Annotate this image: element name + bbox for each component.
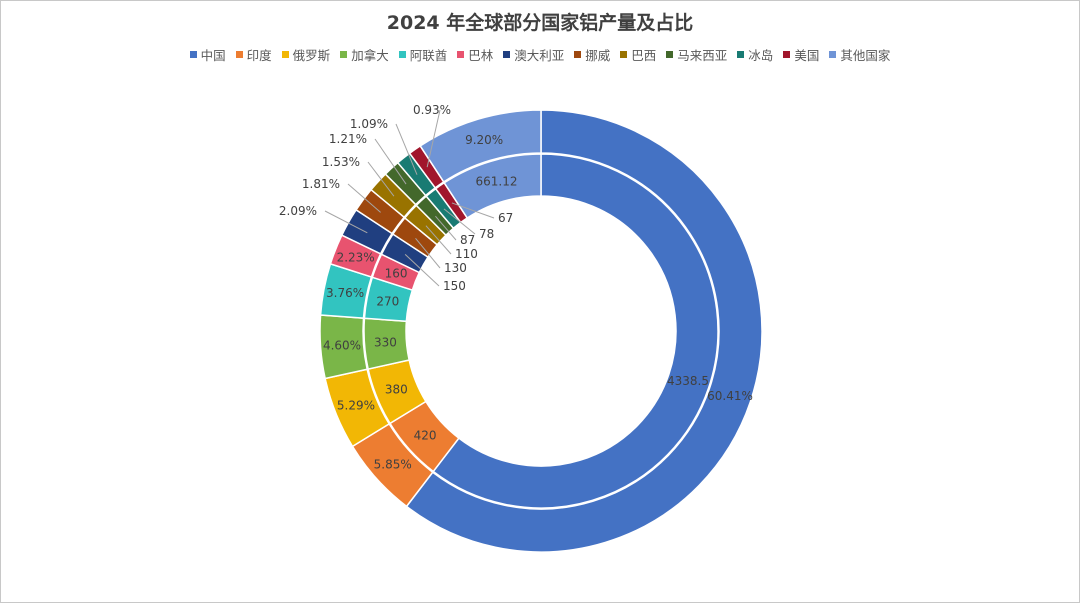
legend-swatch (235, 51, 243, 58)
legend-item: 巴林 (457, 45, 493, 64)
wedges (319, 109, 763, 553)
legend-swatch (340, 51, 348, 58)
legend-item: 挪威 (574, 45, 610, 64)
leader-line (435, 215, 457, 241)
outer-data-label: 3.76% (326, 286, 364, 300)
legend-label: 巴林 (468, 48, 494, 63)
legend-item: 俄罗斯 (281, 45, 331, 64)
outer-data-label: 1.09% (350, 117, 388, 131)
inner-data-label: 78 (479, 227, 494, 241)
legend-label: 印度 (246, 48, 272, 63)
legend-item: 冰岛 (737, 45, 773, 64)
outer-data-label: 9.20% (465, 133, 503, 147)
inner-data-label: 661.12 (476, 174, 518, 188)
chart-title: 2024 年全球部分国家铝产量及占比 (386, 12, 694, 34)
outer-data-label: 4.60% (323, 338, 361, 352)
leader-line (374, 138, 407, 185)
inner-data-label: 380 (385, 382, 408, 396)
legend-label: 巴西 (631, 48, 657, 63)
outer-ring-wedge (419, 109, 542, 183)
legend-swatch (398, 51, 406, 58)
legend-swatch (829, 51, 837, 58)
legend-swatch (620, 51, 628, 58)
inner-data-label: 87 (460, 233, 475, 247)
legend-item: 加拿大 (340, 45, 389, 64)
leader-line (404, 253, 440, 287)
legend-label: 挪威 (585, 48, 611, 63)
legend-item: 巴西 (620, 45, 656, 64)
chart-legend: 中国 印度 俄罗斯 加拿大 阿联酋 巴林 澳大利亚 挪威 巴西 马来西亚 冰岛 美国 其他国家 (0, 45, 1080, 64)
legend-label: 俄罗斯 (292, 48, 331, 63)
legend-item: 马来西亚 (666, 45, 727, 64)
legend-swatch (574, 51, 582, 58)
legend-item: 美国 (783, 45, 819, 64)
outer-data-label: 0.93% (413, 103, 451, 117)
outer-data-label: 5.85% (374, 457, 412, 471)
legend-swatch (737, 51, 745, 58)
legend-label: 冰岛 (748, 48, 774, 63)
legend-item: 印度 (235, 45, 272, 64)
leader-line (395, 123, 418, 175)
legend-label: 澳大利亚 (514, 48, 565, 63)
inner-data-label: 420 (414, 428, 437, 442)
legend-item: 其他国家 (829, 45, 890, 64)
inner-data-label: 150 (443, 279, 466, 293)
legend-label: 阿联酋 (409, 48, 448, 63)
leader-line (426, 109, 441, 168)
leader-line (324, 210, 368, 234)
outer-data-label: 60.41% (707, 389, 753, 403)
inner-ring-wedge (443, 153, 542, 219)
legend-swatch (281, 51, 289, 58)
legend-item: 澳大利亚 (503, 45, 564, 64)
legend-item: 中国 (189, 45, 226, 64)
inner-data-label: 160 (385, 266, 408, 280)
outer-data-label: 1.81% (302, 177, 340, 191)
leader-line (451, 202, 495, 219)
leader-line (347, 183, 381, 213)
legend-swatch (503, 51, 511, 58)
leader-line (425, 225, 452, 255)
leader-line (367, 161, 395, 197)
legend-swatch (783, 51, 791, 58)
legend-label: 加拿大 (351, 48, 389, 63)
inner-data-label: 4338.5 (667, 374, 709, 388)
legend-swatch (457, 51, 465, 58)
leader-line (415, 237, 441, 269)
outer-ring-wedge (405, 109, 763, 553)
outer-data-label: 2.09% (279, 204, 317, 218)
leader-line (443, 208, 476, 235)
inner-ring-wedge (432, 153, 719, 509)
outer-data-label: 1.21% (329, 132, 367, 146)
legend-item: 阿联酋 (398, 45, 448, 64)
inner-data-label: 270 (376, 295, 399, 309)
legend-label: 马来西亚 (677, 48, 728, 63)
legend-label: 其他国家 (840, 48, 891, 63)
inner-data-label: 110 (455, 247, 478, 261)
legend-swatch (666, 51, 674, 58)
inner-data-label: 67 (498, 211, 513, 225)
outer-data-label: 2.23% (337, 250, 375, 264)
legend-label: 中国 (200, 48, 226, 63)
outer-data-label: 1.53% (322, 155, 360, 169)
outer-data-label: 5.29% (337, 399, 375, 413)
inner-data-label: 130 (444, 261, 467, 275)
inner-data-label: 330 (374, 335, 397, 349)
legend-label: 美国 (794, 48, 820, 63)
legend-swatch (189, 51, 197, 58)
